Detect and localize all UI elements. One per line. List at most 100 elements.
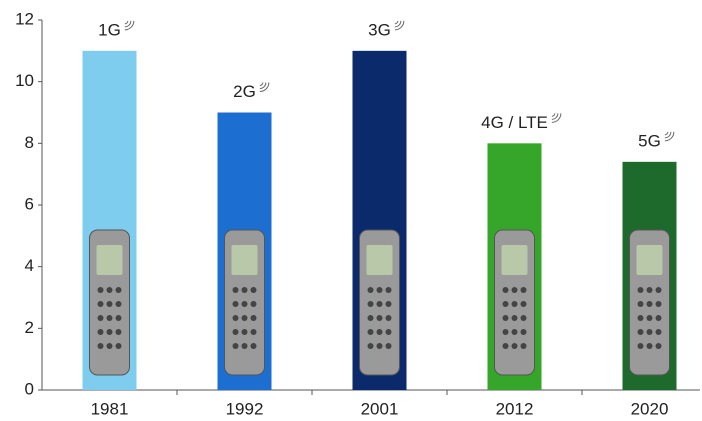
phone-key <box>115 287 122 293</box>
phone-key <box>115 343 122 349</box>
phone-key <box>232 343 239 349</box>
signal-icon <box>394 20 399 25</box>
phone-key <box>241 287 248 293</box>
phone-key <box>385 315 392 321</box>
phone-key <box>97 315 104 321</box>
phone-key <box>511 287 518 293</box>
signal-icon <box>664 131 675 142</box>
phone-key <box>646 315 653 321</box>
phone-key <box>520 343 527 349</box>
signal-icon <box>664 131 672 139</box>
phone-key <box>250 343 257 349</box>
phone-key <box>250 301 257 307</box>
phone-key <box>646 329 653 335</box>
phone-key <box>655 329 662 335</box>
phone-key <box>106 343 113 349</box>
signal-icon <box>259 82 264 86</box>
phone-key <box>232 329 239 335</box>
x-tick-label: 2012 <box>496 399 534 418</box>
phone-screen <box>231 245 258 275</box>
phone-key <box>511 343 518 349</box>
x-tick-label: 2020 <box>631 399 669 418</box>
phone-key <box>367 315 374 321</box>
phone-key <box>511 315 518 321</box>
phone-key <box>655 287 662 293</box>
y-tick-label: 2 <box>25 318 34 337</box>
phone-key <box>367 343 374 349</box>
phone-key <box>106 315 113 321</box>
phone-key <box>385 287 392 293</box>
signal-icon <box>124 20 132 28</box>
signal-icon <box>124 20 129 25</box>
phone-key <box>637 343 644 349</box>
phone-key <box>97 301 104 307</box>
phone-key <box>97 287 104 293</box>
bar-label: 5G <box>638 131 661 150</box>
phone-key <box>367 301 374 307</box>
phone-key <box>502 287 509 293</box>
phone-key <box>250 329 257 335</box>
phone-key <box>385 329 392 335</box>
y-tick-label: 12 <box>15 9 34 28</box>
y-tick-label: 8 <box>25 133 34 152</box>
phone-key <box>502 315 509 321</box>
phone-key <box>106 301 113 307</box>
y-tick-label: 6 <box>25 194 34 213</box>
phone-key <box>241 315 248 321</box>
phone-key <box>520 315 527 321</box>
phone-key <box>655 315 662 321</box>
phone-screen <box>636 245 663 275</box>
phone-key <box>232 287 239 293</box>
signal-icon <box>551 113 562 123</box>
phone-key <box>376 329 383 335</box>
phone-key <box>241 301 248 307</box>
phone-key <box>385 343 392 349</box>
signal-icon <box>551 113 556 117</box>
phone-key <box>646 287 653 293</box>
signal-icon <box>551 113 559 120</box>
phone-key <box>511 329 518 335</box>
signal-icon <box>259 82 270 92</box>
phone-key <box>520 329 527 335</box>
phone-key <box>232 315 239 321</box>
phone-key <box>646 343 653 349</box>
x-tick-label: 1981 <box>91 399 129 418</box>
phone-key <box>97 343 104 349</box>
phone-key <box>520 301 527 307</box>
bar-label: 4G / LTE <box>481 113 548 132</box>
bar-label: 3G <box>368 20 391 39</box>
phone-key <box>97 329 104 335</box>
phone-key <box>250 287 257 293</box>
phone-key <box>502 329 509 335</box>
phone-key <box>115 329 122 335</box>
phone-key <box>115 301 122 307</box>
signal-icon <box>124 20 135 31</box>
phone-key <box>376 315 383 321</box>
phone-screen <box>96 245 123 275</box>
phone-key <box>637 301 644 307</box>
phone-key <box>376 301 383 307</box>
phone-key <box>376 343 383 349</box>
phone-key <box>637 315 644 321</box>
phone-key <box>367 329 374 335</box>
phone-key <box>637 287 644 293</box>
phone-key <box>646 301 653 307</box>
phone-key <box>502 343 509 349</box>
phone-screen <box>501 245 528 275</box>
phone-key <box>502 301 509 307</box>
phone-key <box>106 329 113 335</box>
phone-key <box>115 315 122 321</box>
x-tick-label: 1992 <box>226 399 264 418</box>
phone-key <box>250 315 257 321</box>
y-tick-label: 4 <box>25 256 34 275</box>
x-tick-label: 2001 <box>361 399 399 418</box>
bar-label: 2G <box>233 82 256 101</box>
phone-key <box>511 301 518 307</box>
phone-key <box>637 329 644 335</box>
signal-icon <box>394 20 405 31</box>
phone-key <box>232 301 239 307</box>
phone-key <box>241 329 248 335</box>
phone-key <box>655 343 662 349</box>
phone-key <box>655 301 662 307</box>
